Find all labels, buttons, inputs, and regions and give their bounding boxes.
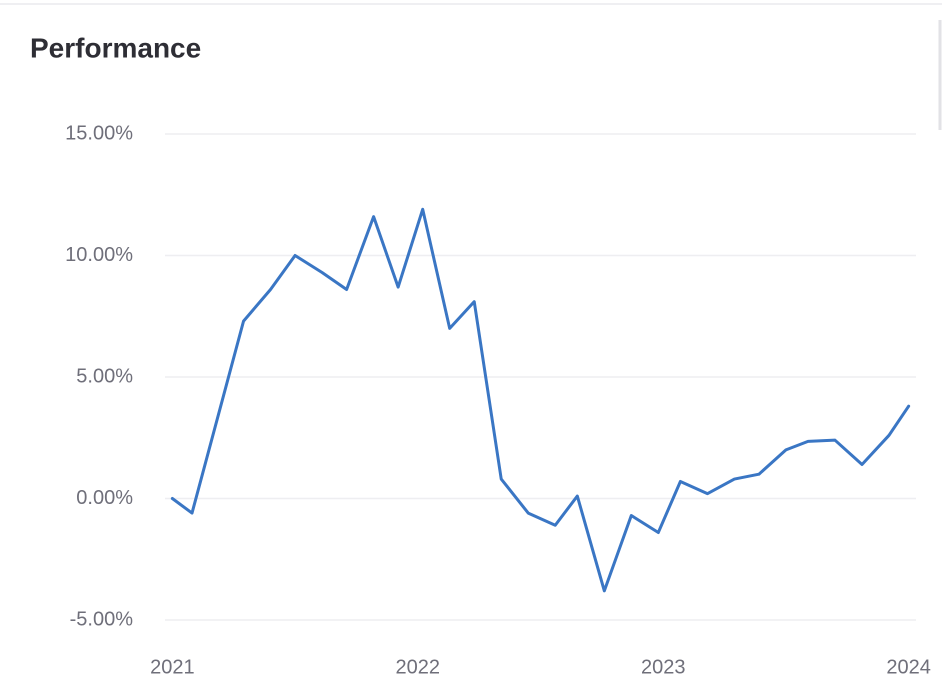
x-tick-label: 2024 [886,656,931,678]
chart-title: Performance [30,32,201,63]
y-tick-label: 5.00% [76,365,133,387]
y-tick-label: 10.00% [65,244,133,266]
x-tick-label: 2021 [150,656,195,678]
y-tick-label: -5.00% [70,608,134,630]
x-tick-label: 2023 [641,656,686,678]
line-series [170,207,911,593]
x-tick-label: 2022 [396,656,441,678]
y-tick-label: 15.00% [65,122,133,144]
y-tick-label: 0.00% [76,487,133,509]
